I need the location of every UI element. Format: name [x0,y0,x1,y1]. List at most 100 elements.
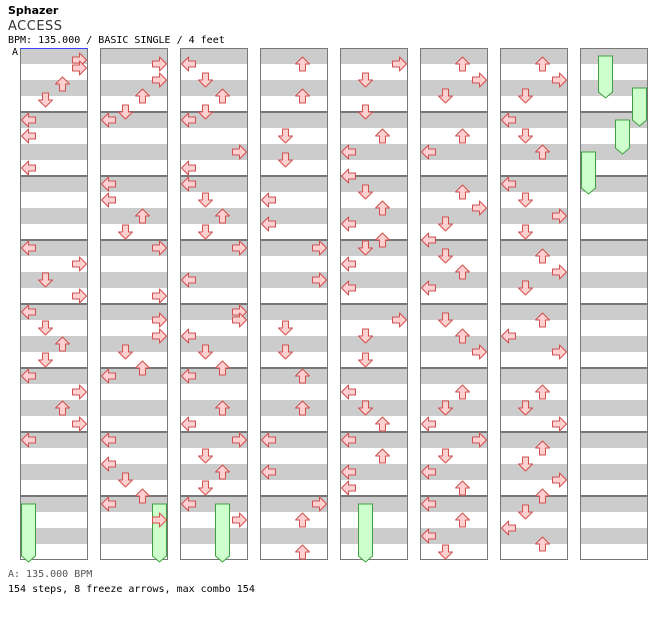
measure-box [500,496,568,560]
freeze-arrow-left [581,151,596,195]
arrow-up-icon [295,400,310,416]
beat-stripe [20,464,88,480]
arrow-left-icon [341,280,356,296]
beat-stripe [420,240,488,256]
arrow-left-icon [21,368,36,384]
freeze-arrow-up [215,503,230,563]
beat-stripe [420,464,488,480]
arrow-down-icon [198,104,213,120]
arrow-right-icon [312,272,327,288]
beat-stripe [500,432,568,448]
arrow-right-icon [472,200,487,216]
beat-stripe [20,112,88,128]
arrow-right-icon [152,312,167,328]
beat-stripe [260,432,328,448]
arrow-left-icon [101,176,116,192]
arrow-right-icon [392,312,407,328]
arrow-up-icon [375,200,390,216]
arrow-down-icon [38,352,53,368]
beat-stripe [340,272,408,288]
arrow-right-icon [152,288,167,304]
measure-box [180,304,248,368]
beat-stripe [100,48,168,64]
beat-stripe [260,528,328,544]
arrow-up-icon [535,440,550,456]
measure-box [500,432,568,496]
measure-box [20,496,88,560]
beat-stripe [580,112,648,128]
beat-stripe [420,208,488,224]
arrow-up-icon [215,464,230,480]
arrow-up-icon [455,56,470,72]
beat-stripe [260,496,328,512]
measure-box [20,176,88,240]
step-chart [20,48,648,563]
arrow-down-icon [198,224,213,240]
measure-box [260,240,328,304]
measure-box [180,176,248,240]
beat-stripe [420,112,488,128]
arrow-up-icon [215,88,230,104]
measure-box [260,48,328,112]
arrow-down-icon [118,344,133,360]
measure-box [580,176,648,240]
beat-stripe [100,304,168,320]
measure-box [20,112,88,176]
beat-stripe [500,464,568,480]
measure-box [420,240,488,304]
arrow-left-icon [181,56,196,72]
arrow-down-icon [198,480,213,496]
beat-stripe [420,368,488,384]
arrow-down-icon [518,192,533,208]
arrow-down-icon [358,104,373,120]
arrow-left-icon [21,112,36,128]
measure-box [340,496,408,560]
beat-stripe [100,272,168,288]
arrow-up-icon [375,232,390,248]
beat-stripe [20,48,88,64]
arrow-up-icon [295,56,310,72]
arrow-left-icon [181,496,196,512]
arrow-up-icon [295,368,310,384]
beat-stripe [500,176,568,192]
arrow-up-icon [135,360,150,376]
beat-stripe [500,112,568,128]
measure-box [340,240,408,304]
beat-stripe [20,432,88,448]
arrow-up-icon [455,384,470,400]
measure-box [100,176,168,240]
arrow-right-icon [472,72,487,88]
arrow-up-icon [455,128,470,144]
arrow-right-icon [232,240,247,256]
beat-stripe [420,272,488,288]
measure-box [260,176,328,240]
arrow-down-icon [198,344,213,360]
beat-stripe [180,496,248,512]
beat-stripe [100,144,168,160]
beat-stripe [340,400,408,416]
arrow-down-icon [518,504,533,520]
beat-stripe [260,176,328,192]
measure-box [100,48,168,112]
arrow-right-icon [72,60,87,76]
bpm-marker-label: A [12,47,19,58]
beat-stripe [260,464,328,480]
beat-stripe [580,80,648,96]
arrow-left-icon [341,480,356,496]
arrow-left-icon [21,128,36,144]
arrow-right-icon [472,432,487,448]
measure-box [260,496,328,560]
measure-box [100,304,168,368]
arrow-left-icon [181,112,196,128]
arrow-left-icon [421,144,436,160]
beat-stripe [340,304,408,320]
beat-stripe [100,240,168,256]
arrow-left-icon [421,280,436,296]
measure-box [580,432,648,496]
beat-stripe [100,464,168,480]
arrow-left-icon [341,144,356,160]
beat-stripe [260,304,328,320]
arrow-right-icon [472,344,487,360]
arrow-right-icon [72,288,87,304]
arrow-left-icon [341,256,356,272]
